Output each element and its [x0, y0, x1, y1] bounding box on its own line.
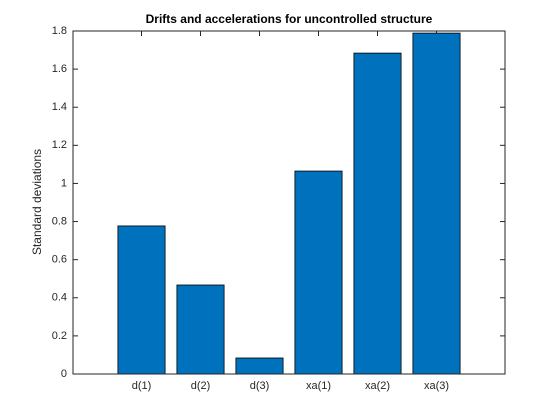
bar	[412, 32, 461, 375]
y-axis-label: Standard deviations	[30, 149, 44, 255]
x-tick-label: d(2)	[191, 380, 211, 392]
x-tick-label: d(3)	[250, 380, 270, 392]
bar	[235, 357, 284, 375]
y-tick-label: 0	[61, 368, 67, 380]
x-tick-label: xa(3)	[424, 380, 449, 392]
y-tick-label: 0.4	[52, 292, 67, 304]
bar	[117, 225, 166, 375]
y-tick-label: 0.8	[52, 215, 67, 227]
y-tick-label: 0.6	[52, 254, 67, 266]
chart-title: Drifts and accelerations for uncontrolle…	[146, 12, 433, 26]
axes-box	[72, 30, 506, 375]
y-tick-label: 1.2	[52, 139, 67, 151]
y-tick-label: 1	[61, 177, 67, 189]
x-tick-label: d(1)	[132, 380, 152, 392]
y-tick-label: 1.4	[52, 101, 67, 113]
y-tick-label: 1.6	[52, 63, 67, 75]
bar	[176, 284, 225, 375]
x-tick-label: xa(1)	[306, 380, 331, 392]
y-tick-label: 0.2	[52, 330, 67, 342]
x-tick-label: xa(2)	[365, 380, 390, 392]
bar	[353, 52, 402, 375]
bar	[294, 170, 343, 375]
y-tick-label: 1.8	[52, 25, 67, 37]
